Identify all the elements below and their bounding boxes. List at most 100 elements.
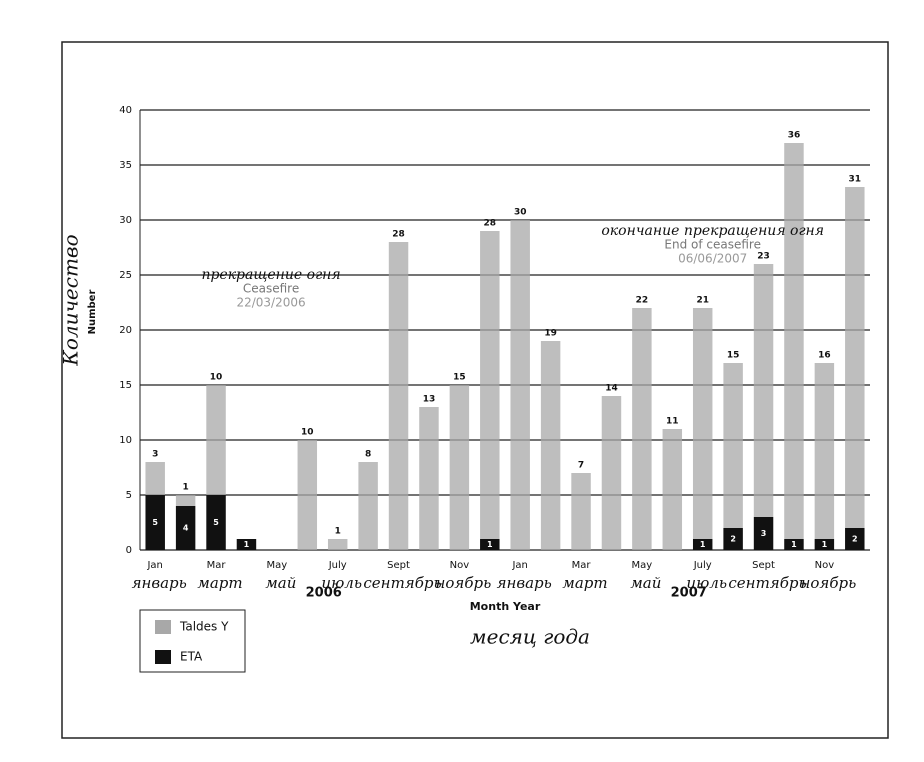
- value-label: 30: [514, 208, 527, 218]
- value-label: 1: [487, 540, 493, 549]
- x-tick-label: May: [267, 560, 288, 571]
- bar-segment: [845, 528, 865, 550]
- x-tick-label: Jan: [146, 560, 162, 571]
- bar-segment: [753, 264, 774, 517]
- y-tick-label: 0: [126, 545, 132, 556]
- x-tick-label: July: [328, 560, 347, 571]
- annotation-text: End of ceasefire: [664, 238, 761, 252]
- bar-segment: [510, 220, 530, 550]
- year-label: 2006: [306, 586, 342, 601]
- value-label: 23: [757, 252, 770, 262]
- legend-swatch: [155, 620, 171, 634]
- y-tick-label: 5: [126, 490, 132, 501]
- bar-segment: [753, 517, 774, 550]
- value-label: 15: [727, 351, 740, 361]
- x-tick-label-handwritten: ноябрь: [800, 574, 856, 592]
- y-tick-label: 10: [119, 435, 132, 446]
- bar-segment: [145, 462, 165, 495]
- y-label-handwritten: Количество: [59, 234, 83, 366]
- bar-segment: [723, 363, 743, 528]
- x-tick-label: Sept: [387, 560, 410, 571]
- x-tick-label-handwritten: сентябрь: [363, 574, 441, 592]
- bar-segment: [692, 539, 713, 550]
- annotation-date: 22/03/2006: [236, 296, 305, 310]
- value-label: 19: [544, 329, 557, 339]
- bar-segment: [662, 429, 683, 550]
- annotation-handwritten: окончание прекращения огня: [601, 223, 824, 239]
- x-tick-label: Nov: [450, 560, 470, 571]
- value-label: 4: [183, 524, 189, 533]
- bar-segment: [692, 308, 713, 539]
- bar-segment: [723, 528, 743, 550]
- value-label: 15: [453, 373, 466, 383]
- x-tick-label-handwritten: сентябрь: [728, 574, 806, 592]
- value-label: 3: [761, 529, 767, 538]
- bar-segment: [632, 308, 652, 550]
- bar-segment: [419, 407, 439, 550]
- y-tick-label: 40: [119, 105, 132, 116]
- value-label: 2: [852, 535, 858, 544]
- bar-segment: [236, 539, 257, 550]
- y-tick-label: 35: [119, 160, 132, 171]
- value-label: 36: [788, 131, 801, 141]
- value-label: 2: [730, 535, 736, 544]
- value-label: 16: [818, 351, 831, 361]
- value-label: 22: [636, 296, 649, 306]
- y-tick-label: 25: [119, 270, 132, 281]
- value-label: 3: [152, 450, 158, 460]
- bar-segment: [206, 495, 226, 550]
- value-label: 8: [365, 450, 371, 460]
- value-label: 5: [152, 518, 158, 527]
- y-label: Number: [87, 290, 98, 335]
- value-label: 5: [213, 518, 219, 527]
- bar-segment: [358, 462, 378, 550]
- bar-segment: [145, 495, 165, 550]
- value-label: 1: [182, 483, 188, 493]
- bar-segment: [845, 187, 865, 528]
- bar-segment: [814, 539, 835, 550]
- y-tick-label: 30: [119, 215, 132, 226]
- bar-segment: [480, 231, 500, 539]
- x-tick-label-handwritten: июль: [686, 574, 727, 592]
- bar-segment: [175, 506, 196, 550]
- value-label: 13: [423, 395, 436, 405]
- legend-swatch: [155, 650, 171, 664]
- legend-label: Taldes Y: [179, 620, 229, 634]
- value-label: 10: [210, 373, 223, 383]
- value-label: 14: [605, 384, 618, 394]
- x-tick-label: Sept: [752, 560, 775, 571]
- value-label: 1: [791, 540, 797, 549]
- x-tick-label: Jan: [511, 560, 527, 571]
- bar-segment: [327, 539, 348, 550]
- bar-segment: [784, 143, 804, 539]
- value-label: 21: [696, 296, 709, 306]
- x-tick-label-handwritten: март: [197, 574, 242, 592]
- annotation-date: 06/06/2007: [678, 252, 747, 266]
- x-label-handwritten: месяц года: [470, 625, 590, 649]
- x-tick-label-handwritten: январь: [132, 574, 187, 592]
- y-tick-label: 20: [119, 325, 132, 336]
- bar-segment: [540, 341, 561, 550]
- x-tick-label: July: [693, 560, 712, 571]
- frame: [61, 41, 889, 739]
- value-label: 7: [578, 461, 584, 471]
- value-label: 28: [484, 219, 497, 229]
- annotation-text: Ceasefire: [243, 282, 299, 296]
- y-tick-label: 15: [119, 380, 132, 391]
- bar-segment: [814, 363, 835, 539]
- x-tick-label: Mar: [572, 560, 592, 571]
- bar-segment: [449, 385, 470, 550]
- x-tick-label-handwritten: май: [265, 574, 296, 592]
- bar-segment: [784, 539, 804, 550]
- x-tick-label-handwritten: май: [630, 574, 661, 592]
- annotation-handwritten: прекращение огня: [201, 267, 340, 283]
- bar-segment: [206, 385, 226, 495]
- value-label: 28: [392, 230, 405, 240]
- value-label: 31: [849, 175, 862, 185]
- value-label: 10: [301, 428, 314, 438]
- year-label: 2007: [671, 586, 707, 601]
- value-label: 1: [700, 540, 706, 549]
- x-tick-label-handwritten: март: [562, 574, 607, 592]
- x-tick-label-handwritten: июль: [321, 574, 362, 592]
- bar-segment: [175, 495, 196, 506]
